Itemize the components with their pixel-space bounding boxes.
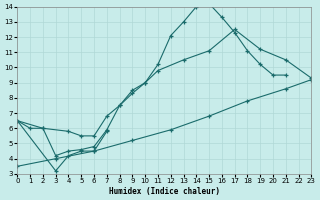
X-axis label: Humidex (Indice chaleur): Humidex (Indice chaleur) — [109, 187, 220, 196]
